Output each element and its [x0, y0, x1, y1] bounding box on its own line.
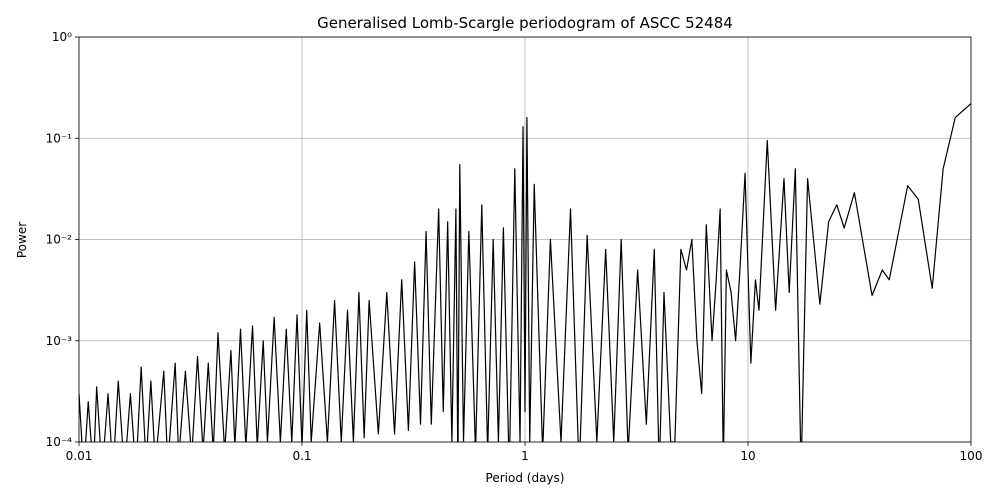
y-tick-label: 10⁻⁴ — [46, 435, 73, 449]
y-tick-label: 10⁻³ — [46, 334, 73, 348]
y-tick-label: 10⁻² — [46, 233, 73, 247]
x-tick-label: 0.01 — [66, 449, 93, 463]
x-axis-label: Period (days) — [486, 471, 565, 485]
y-tick-label: 10⁻¹ — [46, 131, 73, 145]
y-tick-label: 10⁰ — [52, 30, 72, 44]
y-axis-label: Power — [15, 222, 29, 258]
x-tick-label: 0.1 — [292, 449, 311, 463]
x-tick-label: 1 — [521, 449, 529, 463]
chart-title: Generalised Lomb-Scargle periodogram of … — [317, 14, 733, 32]
x-tick-label: 100 — [960, 449, 983, 463]
x-tick-label: 10 — [740, 449, 755, 463]
periodogram-line — [79, 103, 971, 442]
